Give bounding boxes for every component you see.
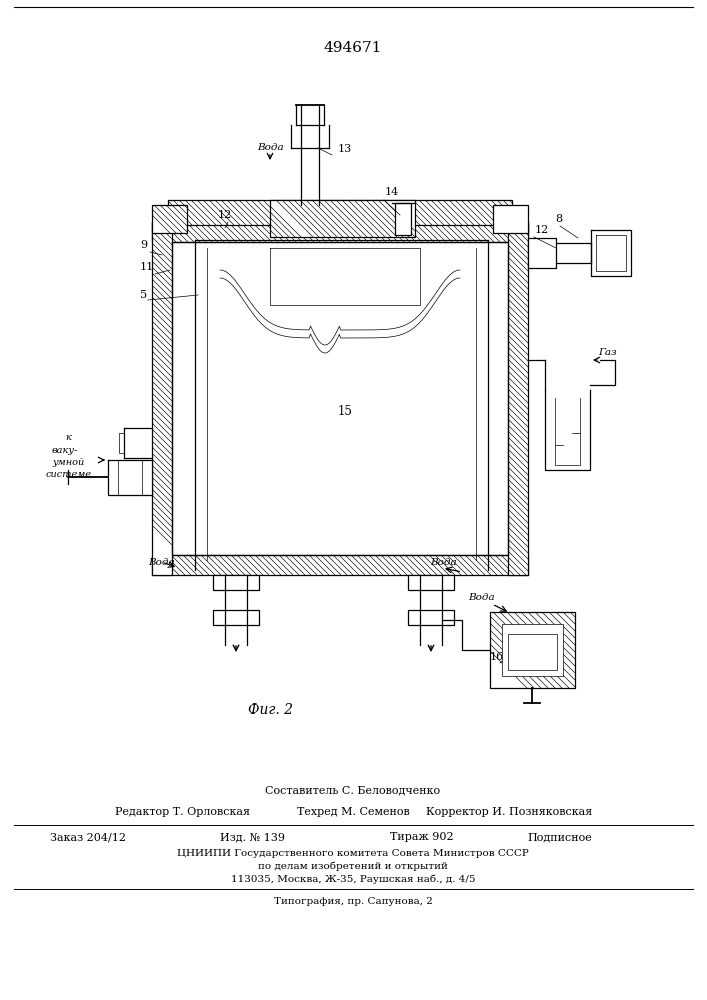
Text: Корректор И. Позняковская: Корректор И. Позняковская <box>426 807 592 817</box>
Bar <box>508 222 528 575</box>
Text: Техред М. Семенов: Техред М. Семенов <box>297 807 409 817</box>
Text: 8: 8 <box>555 214 562 224</box>
Bar <box>502 624 563 676</box>
Bar <box>270 200 415 237</box>
Bar <box>508 634 557 670</box>
Text: Заказ 204/12: Заказ 204/12 <box>50 832 126 842</box>
Text: Вода: Вода <box>257 143 284 152</box>
Text: ваку-: ваку- <box>52 446 78 455</box>
Text: Вода: Вода <box>468 593 495 602</box>
Text: 9: 9 <box>140 240 147 250</box>
Bar <box>395 203 411 235</box>
Text: Тираж 902: Тираж 902 <box>390 832 454 842</box>
Bar <box>152 205 187 233</box>
Bar <box>142 460 152 495</box>
Bar <box>528 238 556 268</box>
Text: к: к <box>65 433 71 442</box>
Bar <box>408 610 454 625</box>
Text: Подписное: Подписное <box>527 832 592 842</box>
Text: 113035, Москва, Ж-35, Раушская наб., д. 4/5: 113035, Москва, Ж-35, Раушская наб., д. … <box>230 874 475 884</box>
Text: Газ: Газ <box>598 348 617 357</box>
Text: Вода: Вода <box>148 558 175 567</box>
Text: 16: 16 <box>490 652 504 662</box>
Bar <box>490 612 575 688</box>
Text: по делам изобретений и открытий: по делам изобретений и открытий <box>258 861 448 871</box>
Text: Редактор Т. Орловская: Редактор Т. Орловская <box>115 807 250 817</box>
Bar <box>152 555 528 575</box>
Text: умной: умной <box>52 458 84 467</box>
Text: Фиг. 2: Фиг. 2 <box>247 703 293 717</box>
Text: системе: системе <box>46 470 92 479</box>
Text: 494671: 494671 <box>324 41 382 55</box>
Text: ЦНИИПИ Государственного комитета Совета Министров СССР: ЦНИИПИ Государственного комитета Совета … <box>177 848 529 857</box>
Bar <box>168 200 512 225</box>
Text: 14: 14 <box>385 187 399 197</box>
Bar <box>108 460 118 495</box>
Text: 12: 12 <box>218 210 233 220</box>
Bar <box>119 433 124 453</box>
Bar <box>493 205 528 233</box>
Bar <box>152 222 528 242</box>
Text: Изд. № 139: Изд. № 139 <box>220 832 285 842</box>
Text: 5: 5 <box>140 290 147 300</box>
Bar <box>408 575 454 590</box>
Text: 15: 15 <box>338 405 353 418</box>
Bar <box>213 610 259 625</box>
Bar <box>213 575 259 590</box>
Text: Типография, пр. Сапунова, 2: Типография, пр. Сапунова, 2 <box>274 896 433 906</box>
Text: Составитель С. Беловодченко: Составитель С. Беловодченко <box>265 785 440 795</box>
Text: Вода: Вода <box>430 558 457 567</box>
Text: 13: 13 <box>338 144 352 154</box>
Text: 12: 12 <box>535 225 549 235</box>
Bar <box>152 222 172 575</box>
Text: 11: 11 <box>140 262 154 272</box>
